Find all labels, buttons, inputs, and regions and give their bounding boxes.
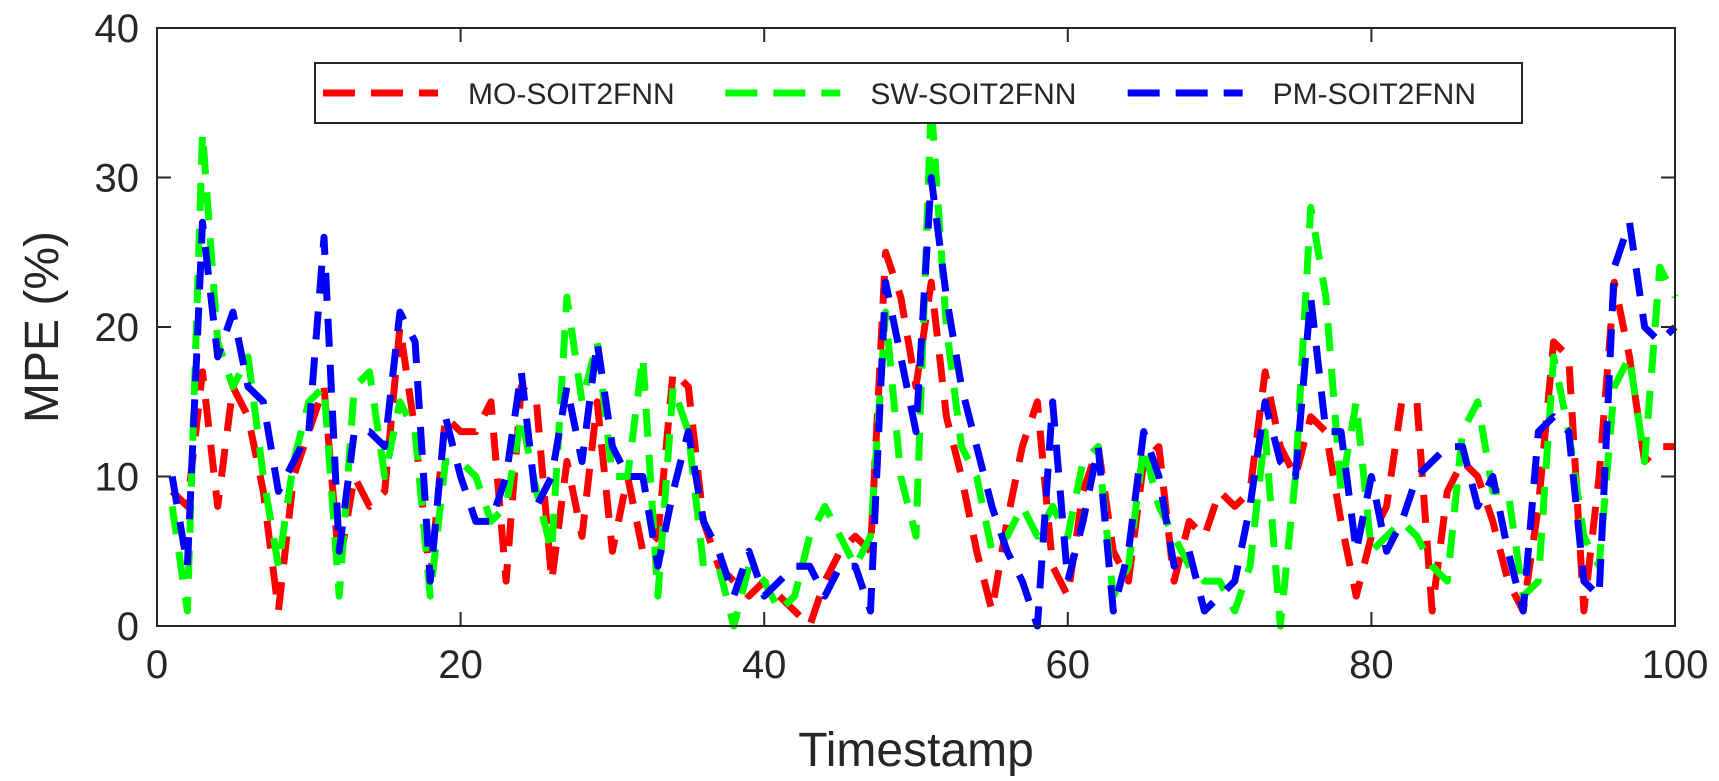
x-axis-label: Timestamp [798,724,1034,777]
legend-items: MO-SOIT2FNN SW-SOIT2FNN PM-SOIT2FNN [323,78,1476,111]
y-tick-label: 0 [117,605,139,649]
legend-label-2: SW-SOIT2FNN [870,78,1076,111]
legend-label-3: PM-SOIT2FNN [1273,78,1476,111]
y-tick-label: 30 [95,157,140,201]
series-line-3 [168,174,1678,630]
x-tick-label: 40 [742,643,787,687]
y-axis-label: MPE (%) [16,231,69,423]
series-layer [168,99,1679,630]
legend: MO-SOIT2FNN SW-SOIT2FNN PM-SOIT2FNN [314,62,1523,124]
series-line-1 [169,248,1675,630]
y-tick-label: 20 [95,306,140,350]
y-tick-label: 10 [95,456,140,500]
x-tick-label: 80 [1349,643,1394,687]
x-tick-label: 0 [146,643,168,687]
x-tick-label: 60 [1046,643,1091,687]
x-tick-label: 20 [438,643,483,687]
legend-label-1: MO-SOIT2FNN [468,78,675,111]
legend-box [314,62,1523,124]
y-tick-label: 40 [95,7,140,51]
axis-ticks: 0 20 40 60 80 100 0 10 20 30 40 [95,7,1709,687]
series-line-2 [168,99,1679,630]
x-tick-label: 100 [1642,643,1709,687]
